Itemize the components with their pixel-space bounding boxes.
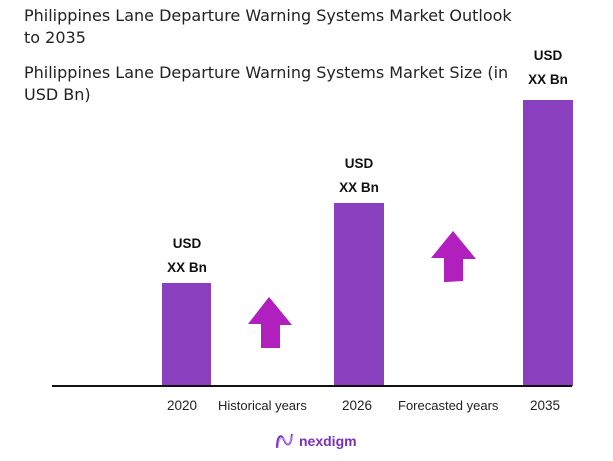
value-label-line1: USD	[172, 236, 202, 251]
value-label-line1: USD	[344, 156, 374, 171]
bar-2026-value-label: USD XX Bn	[319, 152, 399, 200]
x-label-forecasted-years: Forecasted years	[398, 398, 499, 413]
value-label-line2: XX Bn	[528, 72, 568, 87]
x-label-2020: 2020	[167, 398, 198, 413]
value-label-line2: XX Bn	[167, 260, 207, 275]
bar-2026	[334, 203, 384, 386]
x-axis-line	[52, 385, 572, 387]
nexdigm-logo: nexdigm	[275, 432, 357, 450]
value-label-line1: USD	[533, 48, 563, 63]
growth-arrow-up-icon	[248, 297, 292, 348]
x-label-2035: 2035	[530, 398, 561, 413]
logo-text: nexdigm	[299, 433, 357, 449]
bar-2035-value-label: USD XX Bn	[508, 44, 588, 92]
bar-2020-value-label: USD XX Bn	[147, 232, 227, 280]
bar-2035	[523, 100, 573, 386]
bar-2020	[162, 283, 211, 386]
x-label-2026: 2026	[342, 398, 373, 413]
chart-subtitle: Philippines Lane Departure Warning Syste…	[24, 63, 509, 104]
x-label-historical-years: Historical years	[218, 398, 307, 413]
growth-arrow-up-icon	[431, 231, 476, 282]
nexdigm-wave-icon	[276, 433, 294, 449]
chart-title: Philippines Lane Departure Warning Syste…	[24, 6, 512, 47]
value-label-line2: XX Bn	[339, 180, 379, 195]
